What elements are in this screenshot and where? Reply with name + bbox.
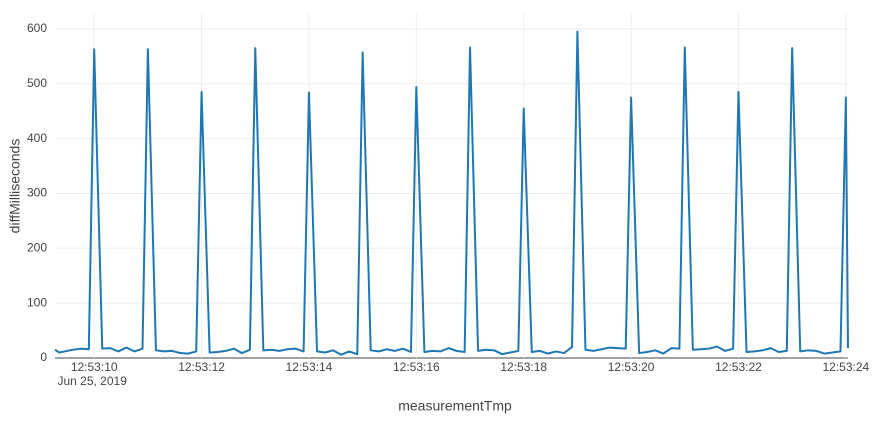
x-tick-label: 12:53:20 xyxy=(608,360,655,374)
x-tick-label: 12:53:22 xyxy=(715,360,762,374)
x-tick-label: 12:53:14 xyxy=(286,360,333,374)
y-tick-label: 300 xyxy=(27,186,47,200)
y-tick-label: 100 xyxy=(27,295,47,309)
x-tick-label: 12:53:18 xyxy=(500,360,547,374)
y-axis-title: diffMilliseconds xyxy=(7,139,23,234)
x-tick-label: 12:53:10 xyxy=(71,360,118,374)
y-tick-label: 600 xyxy=(27,21,47,35)
y-tick-label: 500 xyxy=(27,76,47,90)
x-tick-label: 12:53:12 xyxy=(178,360,225,374)
x-tick-label: 12:53:16 xyxy=(393,360,440,374)
x-tick-label: 12:53:24 xyxy=(822,360,869,374)
line-series xyxy=(54,30,849,356)
y-tick-label: 0 xyxy=(40,350,47,364)
x-date-label: Jun 25, 2019 xyxy=(57,374,127,388)
x-axis-title: measurementTmp xyxy=(398,398,512,414)
y-tick-label: 400 xyxy=(27,131,47,145)
y-tick-label: 200 xyxy=(27,240,47,254)
